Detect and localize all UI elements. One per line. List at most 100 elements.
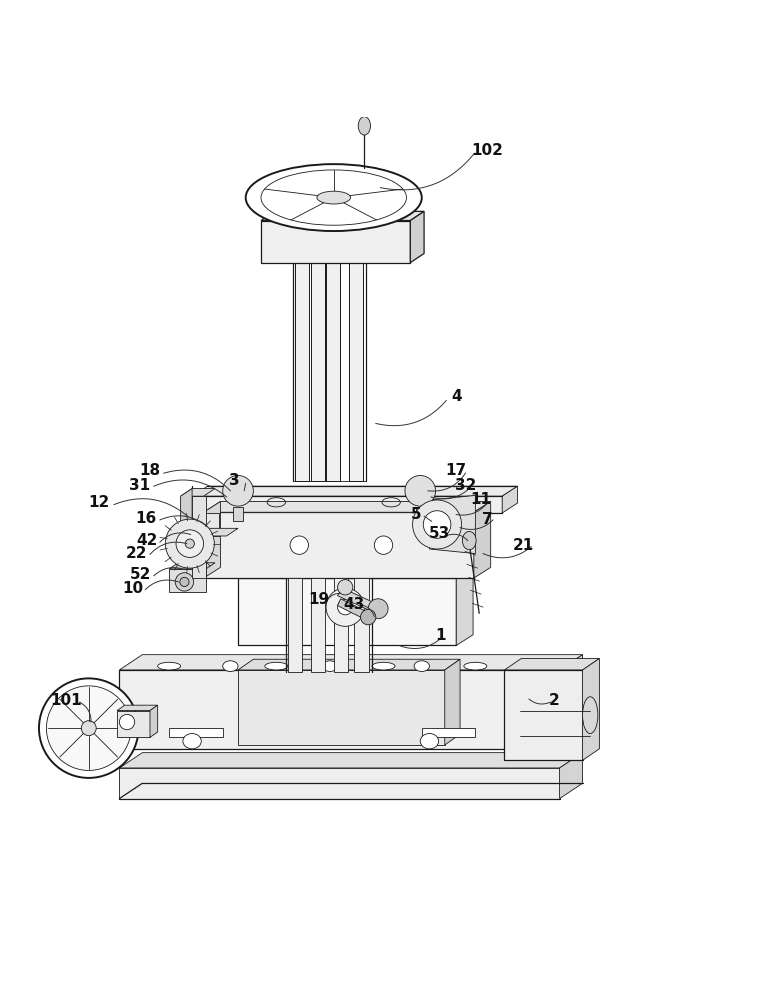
Polygon shape (583, 658, 599, 760)
Polygon shape (261, 221, 410, 263)
Ellipse shape (358, 117, 370, 135)
Polygon shape (445, 659, 460, 745)
Text: 11: 11 (470, 492, 491, 508)
Polygon shape (456, 567, 473, 645)
Text: 7: 7 (482, 512, 492, 527)
Polygon shape (311, 263, 324, 481)
Polygon shape (238, 567, 473, 578)
Ellipse shape (185, 539, 194, 548)
Polygon shape (192, 496, 502, 513)
Ellipse shape (265, 662, 288, 670)
Ellipse shape (337, 580, 353, 595)
Ellipse shape (414, 661, 430, 671)
Ellipse shape (322, 661, 337, 671)
Polygon shape (560, 655, 583, 749)
Polygon shape (120, 655, 583, 670)
Ellipse shape (360, 609, 376, 625)
Text: 31: 31 (130, 478, 150, 493)
Text: 4: 4 (451, 389, 462, 404)
Polygon shape (170, 563, 215, 569)
Ellipse shape (317, 191, 351, 204)
Text: 18: 18 (140, 463, 160, 478)
Polygon shape (505, 670, 583, 760)
Text: 53: 53 (429, 526, 450, 541)
Ellipse shape (374, 536, 393, 554)
Ellipse shape (326, 588, 364, 626)
Ellipse shape (261, 170, 407, 225)
Ellipse shape (423, 511, 451, 538)
Polygon shape (180, 489, 215, 496)
Ellipse shape (420, 734, 439, 749)
Text: 42: 42 (137, 533, 157, 548)
Ellipse shape (179, 577, 189, 587)
Ellipse shape (368, 599, 388, 619)
Polygon shape (150, 705, 158, 737)
Polygon shape (560, 753, 583, 799)
Text: 3: 3 (229, 473, 239, 488)
Polygon shape (203, 512, 474, 578)
Ellipse shape (464, 662, 487, 670)
Text: 52: 52 (130, 567, 152, 582)
Polygon shape (261, 211, 424, 221)
Polygon shape (337, 599, 370, 620)
Polygon shape (295, 263, 309, 481)
Polygon shape (120, 670, 560, 749)
Polygon shape (430, 495, 476, 554)
Polygon shape (299, 205, 372, 221)
Polygon shape (120, 753, 583, 768)
Polygon shape (196, 513, 219, 536)
Polygon shape (238, 578, 456, 645)
Text: 12: 12 (88, 495, 110, 510)
Bar (422, 728, 476, 737)
Polygon shape (299, 196, 386, 205)
Bar (416, 507, 425, 521)
Polygon shape (170, 569, 206, 592)
Polygon shape (238, 670, 445, 745)
Polygon shape (474, 502, 491, 578)
Text: 16: 16 (136, 511, 156, 526)
Text: 21: 21 (513, 538, 535, 553)
Ellipse shape (413, 500, 462, 549)
Ellipse shape (81, 721, 96, 736)
Polygon shape (238, 659, 460, 670)
Polygon shape (192, 486, 518, 496)
Ellipse shape (372, 662, 395, 670)
Polygon shape (502, 486, 518, 513)
Polygon shape (117, 711, 150, 737)
Ellipse shape (183, 734, 201, 749)
Ellipse shape (463, 531, 476, 550)
Text: 2: 2 (549, 693, 560, 708)
Ellipse shape (166, 519, 214, 568)
Ellipse shape (176, 530, 203, 557)
Ellipse shape (222, 476, 253, 506)
Bar (233, 507, 242, 521)
Polygon shape (196, 528, 238, 536)
Ellipse shape (39, 678, 139, 778)
Polygon shape (180, 496, 203, 578)
Polygon shape (311, 578, 325, 672)
Text: 10: 10 (122, 581, 143, 596)
Polygon shape (203, 502, 491, 512)
Polygon shape (117, 705, 158, 711)
Polygon shape (288, 578, 302, 672)
Polygon shape (203, 502, 220, 578)
Bar (170, 728, 222, 737)
Text: 22: 22 (127, 546, 148, 561)
Polygon shape (334, 578, 348, 672)
Polygon shape (326, 263, 340, 481)
Ellipse shape (583, 697, 597, 734)
Text: 32: 32 (455, 478, 476, 493)
Polygon shape (192, 496, 206, 578)
Text: 1: 1 (435, 628, 446, 643)
Ellipse shape (405, 476, 436, 506)
Text: 17: 17 (446, 463, 467, 478)
Polygon shape (349, 263, 363, 481)
Polygon shape (505, 658, 599, 670)
Ellipse shape (245, 164, 422, 231)
Polygon shape (180, 489, 192, 578)
Ellipse shape (290, 536, 308, 554)
Ellipse shape (47, 686, 131, 770)
Text: 43: 43 (343, 597, 364, 612)
Ellipse shape (158, 662, 180, 670)
Polygon shape (120, 768, 560, 799)
